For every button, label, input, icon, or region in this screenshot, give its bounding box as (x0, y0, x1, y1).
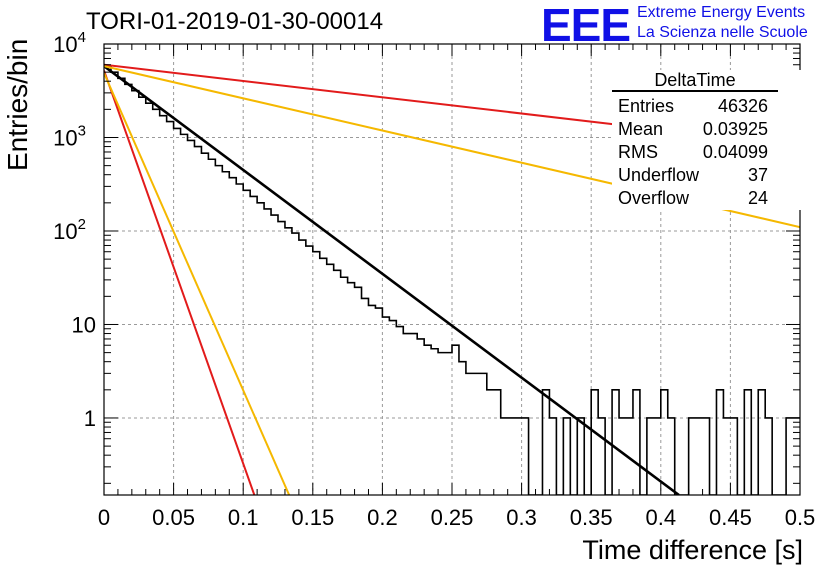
y-axis-label: Entries/bin (2, 38, 33, 171)
x-tick-label: 0.15 (291, 505, 334, 530)
stats-row-overflow: Overflow 24 (612, 187, 772, 210)
x-tick-label: 0.45 (709, 505, 752, 530)
stats-value: 24 (747, 188, 768, 208)
stats-label: Mean (618, 119, 664, 139)
series-line-fast-red (104, 70, 256, 495)
stats-label: RMS (618, 142, 658, 162)
stats-value: 0.03925 (702, 119, 768, 139)
x-tick-label: 0.05 (152, 505, 195, 530)
y-tick-label: 1 (84, 406, 96, 431)
y-tick-label: 102 (53, 216, 86, 244)
stats-row-rms: RMS 0.04099 (612, 141, 772, 164)
stats-row-underflow: Underflow 37 (612, 164, 772, 187)
x-tick-label: 0.3 (506, 505, 537, 530)
eee-logo: EEE (541, 0, 631, 51)
x-tick-label: 0.2 (367, 505, 398, 530)
y-tick-label: 104 (53, 29, 86, 57)
stats-label: Entries (618, 96, 675, 116)
stats-title-underline (612, 90, 778, 92)
chart-title: TORI-01-2019-01-30-00014 (86, 8, 384, 35)
stats-label: Overflow (618, 188, 690, 208)
logo-line-2: La Scienza nelle Scuole (637, 24, 808, 41)
series-line-fit (104, 65, 680, 495)
x-tick-label: 0.1 (228, 505, 259, 530)
stats-label: Underflow (618, 165, 700, 185)
y-tick-label: 10 (72, 312, 96, 337)
x-tick-label: 0.4 (646, 505, 677, 530)
stats-row-mean: Mean 0.03925 (612, 118, 772, 141)
x-tick-label: 0.35 (570, 505, 613, 530)
x-axis-label: Time difference [s] (582, 535, 803, 565)
x-tick-label: 0.25 (431, 505, 474, 530)
x-tick-label: 0 (98, 505, 110, 530)
histogram-step-line (104, 65, 800, 495)
x-tick-label: 0.5 (785, 505, 816, 530)
stats-value: 37 (747, 165, 768, 185)
stats-box: DeltaTime Entries 46326 Mean 0.03925 RMS… (612, 70, 802, 210)
y-tick-label: 103 (53, 122, 86, 150)
logo-line-1: Extreme Energy Events (637, 4, 806, 21)
stats-row-entries: Entries 46326 (612, 95, 772, 118)
stats-value: 0.04099 (702, 142, 768, 162)
stats-title: DeltaTime (654, 70, 736, 90)
series-line-fast-yellow (104, 72, 291, 495)
stats-value: 46326 (717, 96, 768, 116)
